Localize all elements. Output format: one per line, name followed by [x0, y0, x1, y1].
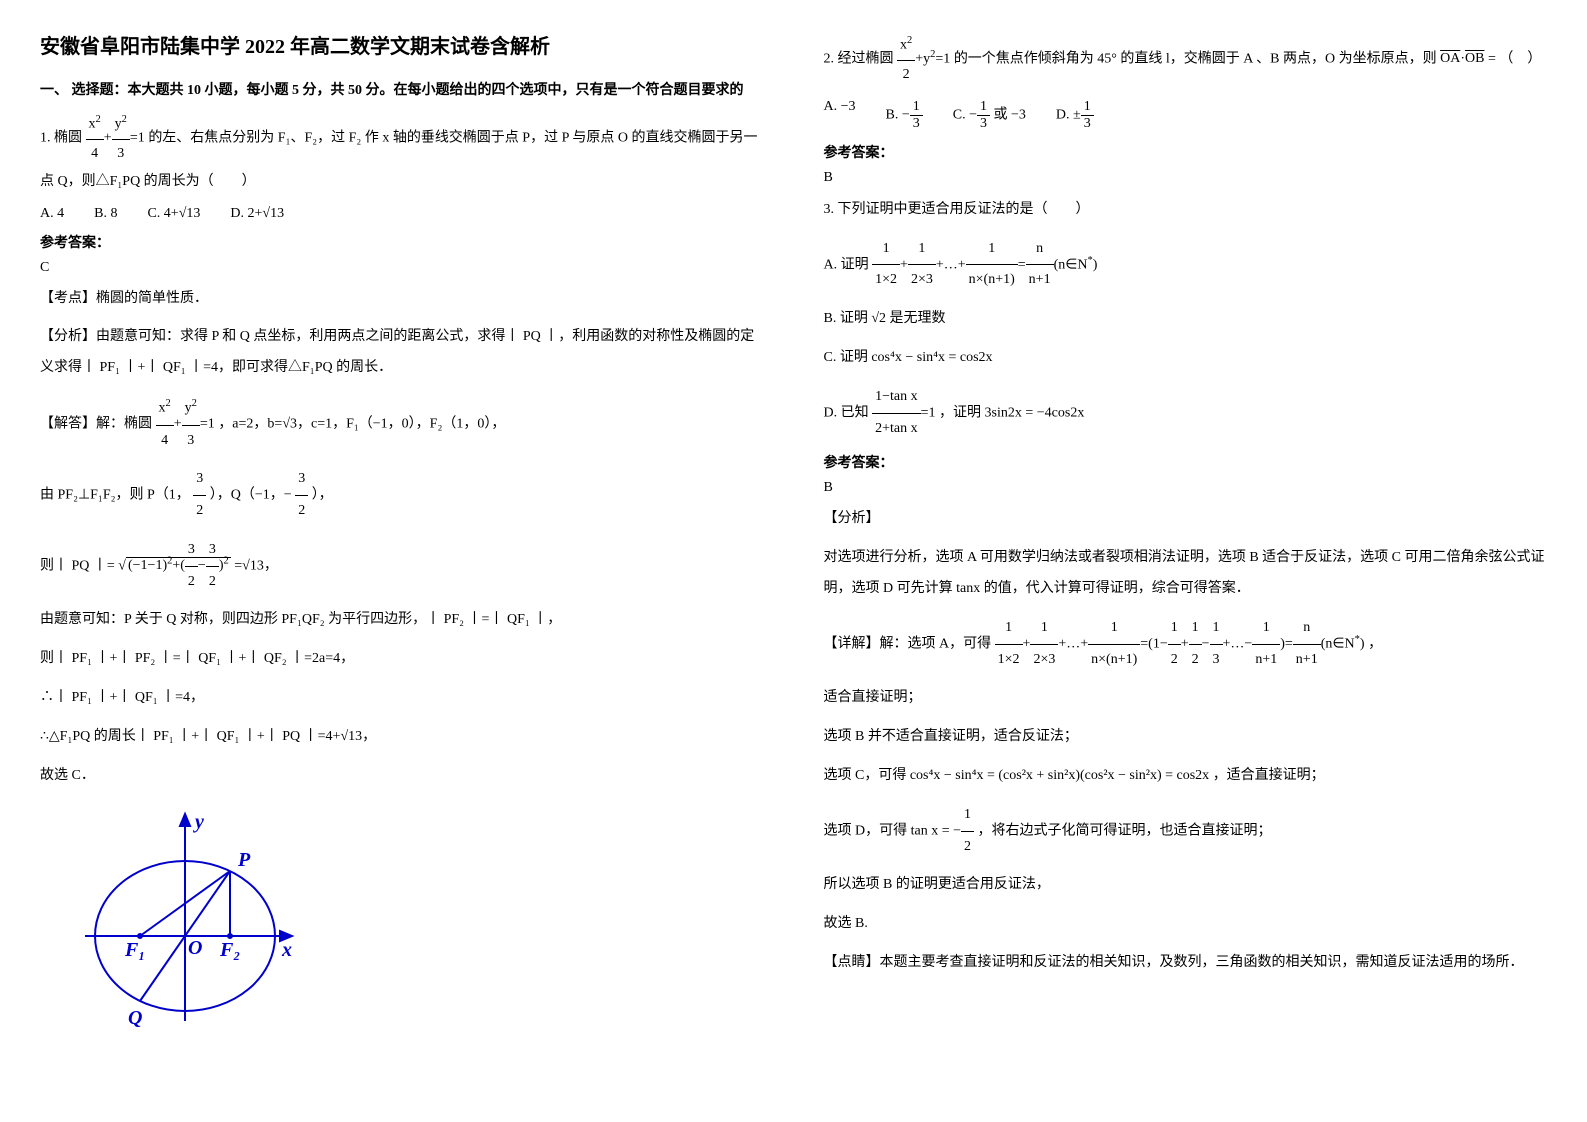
q3-analysis: 对选项进行分析，选项 A 可用数学归纳法或者裂项相消法证明，选项 B 适合于反证…: [824, 543, 1548, 605]
q2-answer-label: 参考答案：: [824, 142, 1548, 162]
q1-stem-prefix: 1. 椭圆: [40, 131, 82, 146]
q1-solve7: ∴△F₁PQ 的周长丨 PF₁ 丨+丨 QF₁ 丨+丨 PQ 丨=4+√13，: [40, 722, 764, 753]
diagram-label-y: y: [193, 811, 204, 833]
q2-ellipse-formula: x22+y2=1: [897, 30, 950, 89]
right-column: 2. 经过椭圆 x22+y2=1 的一个焦点作倾斜角为 45° 的直线 l，交椭…: [824, 20, 1548, 1056]
diagram-label-p: P: [237, 849, 251, 871]
q3-p1: 适合直接证明；: [824, 683, 1548, 714]
question-1: 1. 椭圆 x24+y23=1 的左、右焦点分别为 F₁、F₂，过 F₂ 作 x…: [40, 109, 764, 196]
diagram-label-f2: F₂: [219, 939, 240, 961]
left-column: 安徽省阜阳市陆集中学 2022 年高二数学文期末试卷含解析 一、 选择题：本大题…: [40, 20, 764, 1056]
q3-opt-d: D. 已知 1−tan x2+tan x=1 ，证明 3sin2x = −4co…: [824, 382, 1548, 445]
q1-solve4: 由题意可知：P 关于 Q 对称，则四边形 PF₁QF₂ 为平行四边形，丨 PF₂…: [40, 605, 764, 636]
diagram-label-f1: F₁: [124, 939, 145, 961]
q3-p6: 故选 B.: [824, 909, 1548, 940]
q3-analysis-label: 【分析】: [824, 504, 1548, 535]
q1-opt-c: C. 4+√13: [147, 206, 200, 222]
q1-solve8: 故选 C．: [40, 761, 764, 792]
q1-point: 【考点】椭圆的简单性质．: [40, 284, 764, 315]
q2-options: A. −3 B. −13 C. −13 或 −3 D. ±13: [824, 99, 1548, 132]
q1-opt-b: B. 8: [94, 206, 117, 222]
q3-answer-label: 参考答案：: [824, 452, 1548, 472]
q3-note: 【点睛】本题主要考查直接证明和反证法的相关知识，及数列，三角函数的相关知识，需知…: [824, 948, 1548, 979]
q1-analysis: 【分析】由题意可知：求得 P 和 Q 点坐标，利用两点之间的距离公式，求得丨 P…: [40, 322, 764, 384]
q3-p5: 所以选项 B 的证明更适合用反证法，: [824, 870, 1548, 901]
q2-stem-suffix: = （ ）: [1488, 52, 1541, 67]
section-1-header: 一、 选择题：本大题共 10 小题，每小题 5 分，共 50 分。在每小题给出的…: [40, 79, 764, 99]
q2-opt-a: A. −3: [824, 99, 856, 132]
q1-stem-suffix: 的左、右焦点分别为 F₁、F₂，过 F₂ 作 x 轴的垂线交椭圆于点 P，过 P…: [40, 131, 757, 189]
ellipse-diagram: y x P Q F₁ F₂ O: [70, 806, 764, 1041]
q2-answer: B: [824, 170, 1548, 186]
q1-ellipse-formula: x24+y23=1: [86, 109, 145, 168]
question-2: 2. 经过椭圆 x22+y2=1 的一个焦点作倾斜角为 45° 的直线 l，交椭…: [824, 30, 1548, 89]
diagram-label-o: O: [188, 937, 202, 959]
q1-opt-a: A. 4: [40, 206, 64, 222]
q1-solve2: 由 PF₂⊥F₁F₂，则 P（1， 32 ），Q（−1，− 32 ），: [40, 464, 764, 527]
title: 安徽省阜阳市陆集中学 2022 年高二数学文期末试卷含解析: [40, 30, 764, 59]
q1-solve-ellipse: x24+y23=1: [156, 392, 215, 456]
diagram-label-q: Q: [128, 1007, 142, 1029]
q2-opt-b: B. −13: [886, 99, 923, 132]
q2-opt-c: C. −13 或 −3: [953, 99, 1026, 132]
q1-solve3: 则丨 PQ 丨= √(−1−1)2+(32−32)2 =√13，: [40, 535, 764, 598]
q2-opt-d: D. ±13: [1056, 99, 1094, 132]
q1-solve-label: 【解答】解：椭圆: [40, 416, 152, 431]
question-3: 3. 下列证明中更适合用反证法的是（ ）: [824, 196, 1548, 224]
q1-opt-d: D. 2+√13: [230, 206, 284, 222]
q2-vector-ob: OB: [1465, 45, 1484, 73]
q1-options: A. 4 B. 8 C. 4+√13 D. 2+√13: [40, 206, 764, 222]
q3-answer: B: [824, 480, 1548, 496]
q3-opt-c: C. 证明 cos⁴x − sin⁴x = cos2x: [824, 343, 1548, 374]
q3-opt-a: A. 证明 11×2+12×3+…+1n×(n+1)=nn+1(n∈N*): [824, 234, 1548, 297]
q1-solve6: ∴丨 PF₁ 丨+丨 QF₁ 丨=4，: [40, 683, 764, 714]
q2-vector-oa: OA: [1440, 45, 1460, 73]
q1-solve: 【解答】解：椭圆 x24+y23=1 ，a=2，b=√3，c=1，F₁（−1，0…: [40, 392, 764, 456]
q2-stem-prefix: 2. 经过椭圆: [824, 52, 894, 67]
q1-answer-label: 参考答案：: [40, 232, 764, 252]
q3-p2: 选项 B 并不适合直接证明，适合反证法；: [824, 722, 1548, 753]
q3-p3: 选项 C，可得 cos⁴x − sin⁴x = (cos²x + sin²x)(…: [824, 761, 1548, 792]
q2-stem-mid: 的一个焦点作倾斜角为 45° 的直线 l，交椭圆于 A 、B 两点，O 为坐标原…: [954, 52, 1437, 67]
q3-p4: 选项 D，可得 tan x = −12 ，将右边式子化简可得证明，也适合直接证明…: [824, 800, 1548, 863]
q1-answer: C: [40, 260, 764, 276]
q1-solve1: ，a=2，b=√3，c=1，F₁（−1，0），F₂（1，0），: [218, 416, 505, 431]
diagram-label-x: x: [281, 939, 292, 961]
q3-opt-b: B. 证明 √2 是无理数: [824, 304, 1548, 335]
q1-solve5: 则丨 PF₁ 丨+丨 PF₂ 丨=丨 QF₁ 丨+丨 QF₂ 丨=2a=4，: [40, 644, 764, 675]
q3-detail: 【详解】解：选项 A，可得 11×2+12×3+…+1n×(n+1)=(1−12…: [824, 613, 1548, 676]
